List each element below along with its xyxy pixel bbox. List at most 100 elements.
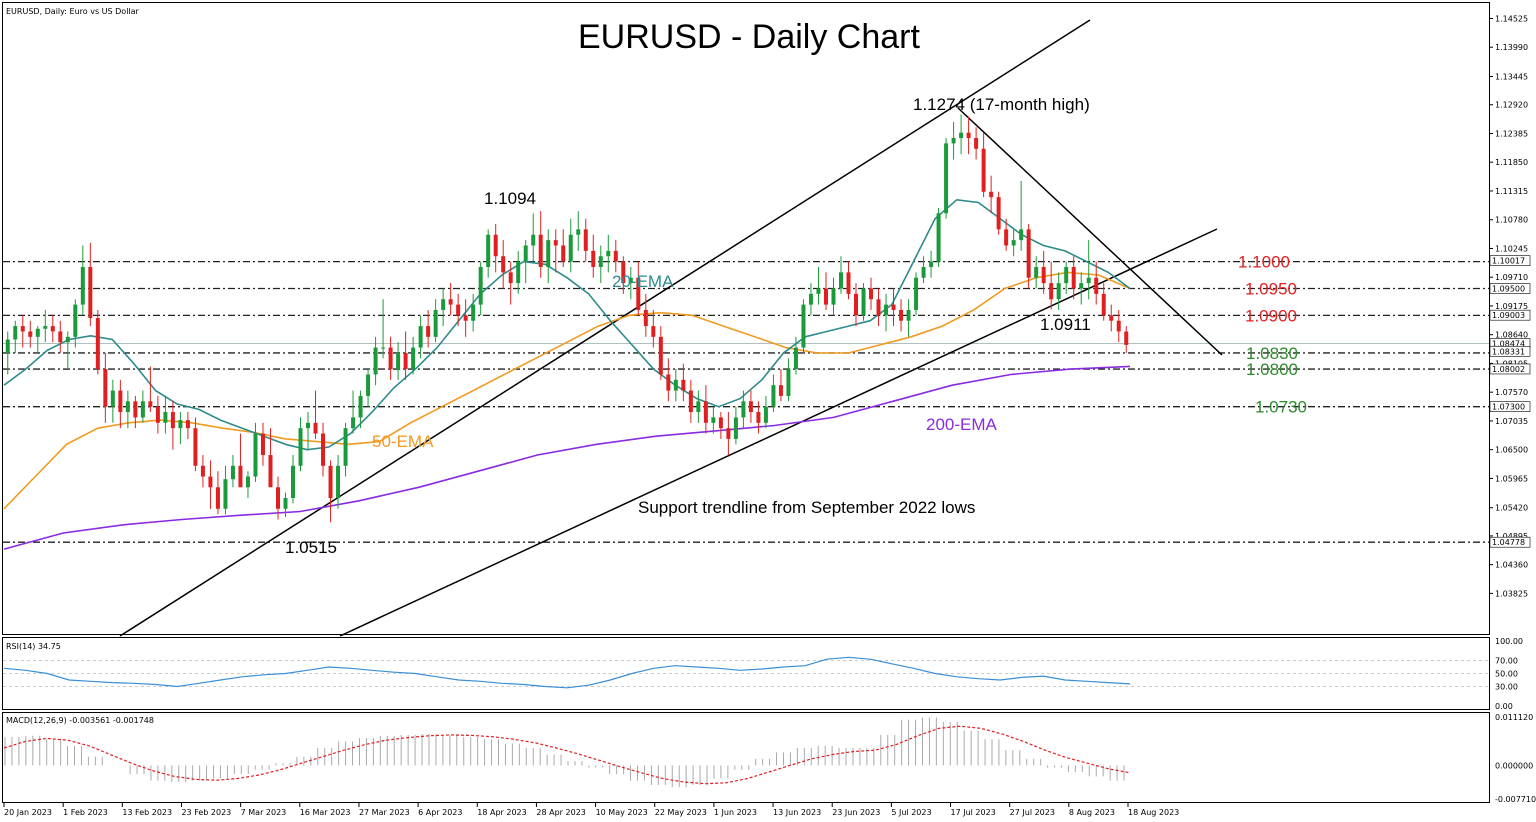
price-tick-label: 1.07035: [1495, 417, 1528, 426]
time-tick-label: 27 Mar 2023: [359, 808, 410, 817]
candle-body: [133, 401, 138, 418]
candle-body: [531, 234, 536, 246]
price-tick-label: 1.03825: [1495, 589, 1528, 598]
candle-body: [546, 240, 551, 267]
candle-body: [854, 293, 859, 316]
price-tick-label: 1.11850: [1495, 158, 1528, 167]
candle-body: [516, 261, 521, 284]
candle-body: [35, 328, 40, 337]
candle-body: [591, 250, 596, 267]
macd-label: MACD(12,26,9) -0.003561 -0.001748: [6, 716, 154, 725]
annotation-trendline: Support trendline from September 2022 lo…: [638, 498, 975, 517]
candle-body: [628, 277, 633, 284]
candle-body: [636, 277, 641, 310]
candle-body: [486, 234, 491, 267]
candle-body: [185, 420, 190, 429]
candle-body: [163, 412, 168, 423]
price-tick-label: 1.12385: [1495, 129, 1528, 138]
candle-body: [989, 191, 994, 198]
candle-body: [914, 277, 919, 310]
candle-body: [959, 132, 964, 139]
candle-body: [884, 304, 889, 316]
candle-body: [1116, 320, 1121, 332]
candle-body: [1056, 283, 1061, 300]
candle-body: [696, 401, 701, 413]
rsi-tick-label: 100.00: [1495, 637, 1523, 646]
candle-body: [140, 401, 145, 418]
candle-body: [43, 326, 48, 329]
level-label: 1.0730: [1255, 398, 1307, 417]
candle-body: [366, 374, 371, 396]
time-tick-label: 18 Aug 2023: [1128, 808, 1179, 817]
candle-body: [118, 390, 123, 413]
candle-body: [568, 234, 573, 262]
level-label: 1.1000: [1238, 253, 1290, 272]
price-tick-label: 1.08640: [1495, 331, 1528, 340]
candle-body: [418, 326, 423, 348]
time-tick-label: 1 Feb 2023: [63, 808, 108, 817]
candle-body: [5, 339, 10, 353]
candle-body: [28, 331, 33, 337]
candle-body: [748, 401, 753, 413]
candle-body: [321, 433, 326, 466]
candle-body: [200, 465, 205, 477]
candle-body: [313, 422, 318, 434]
candle-body: [381, 347, 386, 349]
candle-body: [471, 304, 476, 321]
candle-body: [245, 476, 250, 488]
candle-body: [215, 487, 220, 509]
candle-body: [238, 465, 243, 488]
level-label: 1.0950: [1245, 279, 1297, 298]
candle-body: [170, 412, 175, 429]
rsi-axis: 100.00 70.00 50.00 30.00 0.00: [1495, 637, 1523, 711]
price-marker-box: [1489, 345, 1531, 357]
resistance-trendline: [957, 107, 1223, 356]
time-tick-label: 28 Apr 2023: [536, 808, 585, 817]
candle-body: [763, 406, 768, 423]
price-tick-label: 1.11315: [1495, 187, 1528, 196]
time-tick-label: 22 May 2023: [655, 808, 707, 817]
candle-body: [778, 385, 783, 396]
candle-body: [891, 304, 896, 310]
candle-body: [260, 433, 265, 456]
candle-body: [733, 417, 738, 439]
time-tick-label: 27 Jul 2023: [1010, 808, 1055, 817]
candle-body: [1094, 277, 1099, 294]
macd-panel-frame: [2, 712, 1490, 803]
candle-body: [658, 336, 663, 375]
candle-body: [1109, 315, 1114, 321]
time-tick-label: 7 Mar 2023: [241, 808, 287, 817]
candle-body: [576, 229, 581, 235]
candle-body: [861, 288, 866, 316]
candle-body: [793, 347, 798, 370]
candle-body: [846, 272, 851, 294]
candle-body: [621, 261, 626, 284]
price-marker-box: [1489, 536, 1531, 548]
price-tick-label: 1.05420: [1495, 504, 1528, 513]
time-tick-label: 23 Feb 2023: [181, 808, 231, 817]
price-tick-label: 1.10245: [1495, 244, 1528, 253]
candle-body: [538, 234, 543, 267]
candle-body: [13, 326, 18, 340]
candle-body: [268, 455, 273, 488]
candle-body: [869, 288, 874, 300]
candle-body: [178, 420, 183, 429]
candle-body: [1019, 229, 1024, 241]
ema-lines: [3, 198, 1131, 550]
price-tick-label: 1.07570: [1495, 388, 1528, 397]
candle-body: [125, 401, 130, 413]
macd-axis: 0.011120 0.000000 -0.007710: [1495, 713, 1536, 804]
candle-body: [703, 401, 708, 423]
candle-body: [456, 304, 461, 316]
channel-upper-line: [119, 19, 1091, 637]
price-tick-label: 1.10780: [1495, 216, 1528, 225]
price-tick-label: 1.13990: [1495, 43, 1528, 52]
price-tick-label: 1.13445: [1495, 73, 1528, 82]
candle-body: [823, 288, 828, 305]
price-axis: 1.14525 1.13990 1.13445 1.12920 1.12385 1.118…: [1489, 14, 1528, 598]
candle-body: [598, 256, 603, 267]
annotation-low-jul: 1.0911: [1040, 315, 1091, 334]
candle-body: [20, 326, 25, 332]
